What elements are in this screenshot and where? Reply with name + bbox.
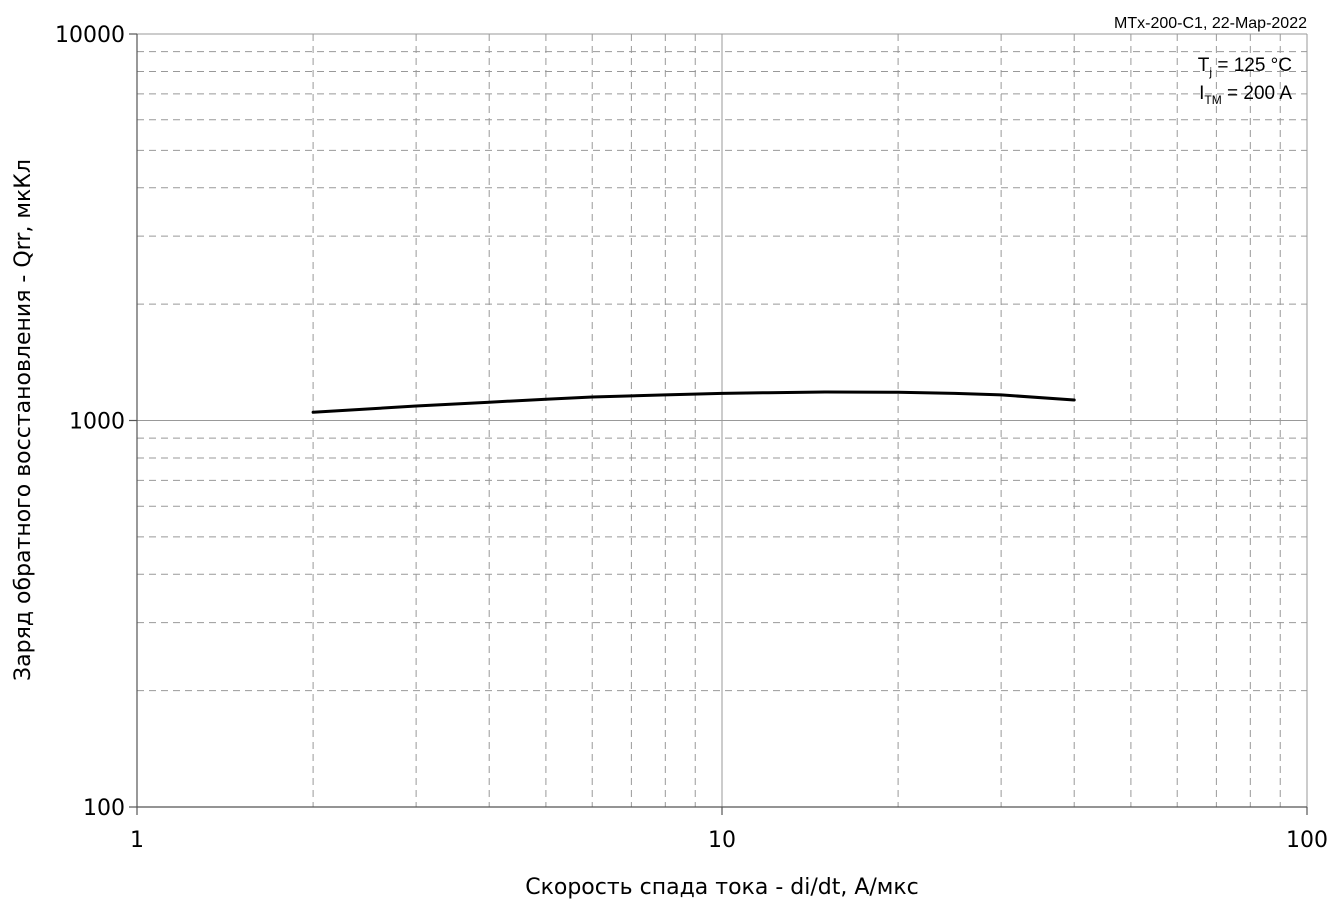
annotation-tj-symbol: T [1198,55,1210,76]
annotation-tj-value: = 125 °C [1212,55,1292,76]
annotation-tj: Tj = 125 °C [1198,55,1292,79]
x-tick-label: 100 [1286,828,1328,853]
annotation-itm-value: = 200 A [1222,83,1293,104]
y-tick-label: 100 [83,796,125,821]
y-tick-label: 10000 [55,23,125,48]
axes [129,33,1308,815]
y-axis-label: Заряд обратного восстановления - Qrr, мк… [11,159,36,681]
series-line-qrr [311,390,1076,414]
data-series [311,390,1076,414]
chart-stamp: MTx-200-C1, 22-Map-2022 [1114,15,1307,32]
x-axis-label: Скорость спада тока - di/dt, А/мкс [525,875,919,900]
x-tick-label: 1 [130,828,144,853]
x-tick-label: 10 [708,828,736,853]
y-tick-label: 1000 [69,410,125,435]
major-grid [137,34,1307,807]
annotation-itm: ITM = 200 A [1199,83,1292,107]
annotation-itm-symbol: I [1199,83,1204,104]
tick-labels: 1 10 100 100 1000 10000 [55,23,1328,853]
annotation-itm-sub: TM [1204,93,1221,107]
annotation-tj-sub: j [1208,65,1212,79]
